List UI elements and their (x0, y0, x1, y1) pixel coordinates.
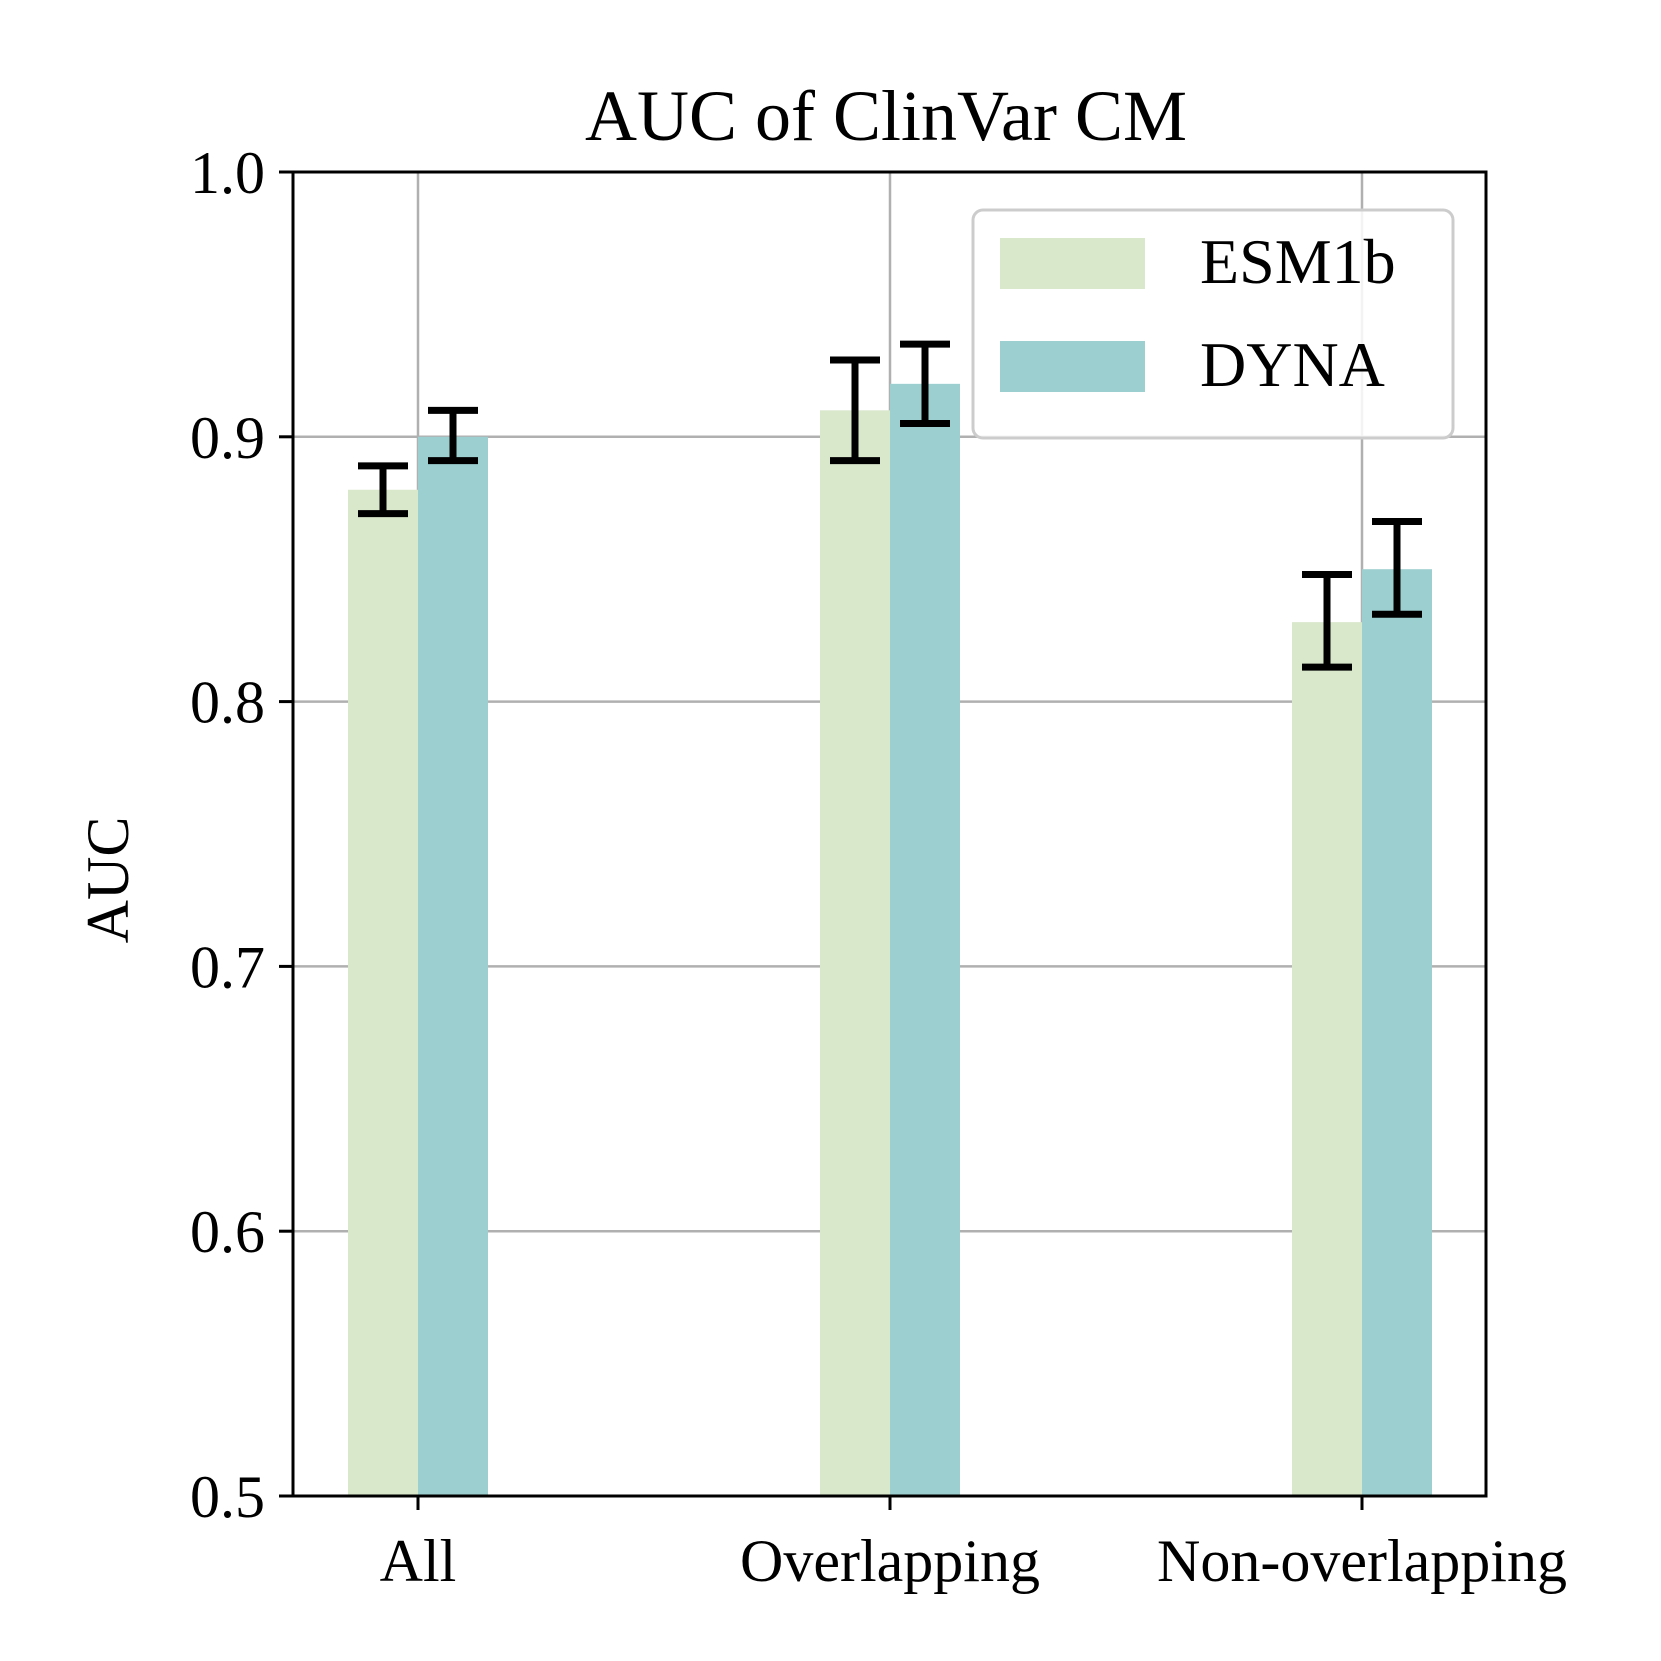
error-bars (358, 340, 1422, 671)
y-tick-label: 0.7 (190, 934, 265, 1000)
y-tick-label: 0.8 (190, 670, 265, 736)
legend-swatch-esm1b (1000, 238, 1145, 289)
x-tick-label: Overlapping (740, 1528, 1040, 1594)
bar-esm1b (348, 489, 418, 1496)
bar-dyna (418, 436, 488, 1496)
legend: ESM1b DYNA (971, 208, 1455, 440)
bar-dyna (1362, 569, 1432, 1496)
legend-swatch-dyna (1000, 341, 1145, 392)
y-tick-label: 0.5 (190, 1464, 265, 1530)
axis-ticks: 0.5 0.6 0.7 0.8 0.9 1.0 All Overlapping Non-over… (190, 140, 1567, 1594)
y-tick-label: 0.9 (190, 405, 265, 471)
legend-label-esm1b: ESM1b (1200, 226, 1396, 297)
x-tick-label: All (380, 1528, 457, 1594)
bar-esm1b (1292, 622, 1362, 1496)
chart-title: AUC of ClinVar CM (585, 76, 1187, 156)
x-tick-label: Non-overlapping (1157, 1528, 1567, 1594)
bars (348, 383, 1432, 1497)
y-axis-label: AUC (75, 817, 141, 944)
legend-label-dyna: DYNA (1200, 329, 1385, 400)
y-tick-label: 0.6 (190, 1199, 265, 1265)
bar-dyna (890, 383, 960, 1497)
y-tick-label: 1.0 (190, 140, 265, 206)
bar-esm1b (820, 410, 890, 1496)
